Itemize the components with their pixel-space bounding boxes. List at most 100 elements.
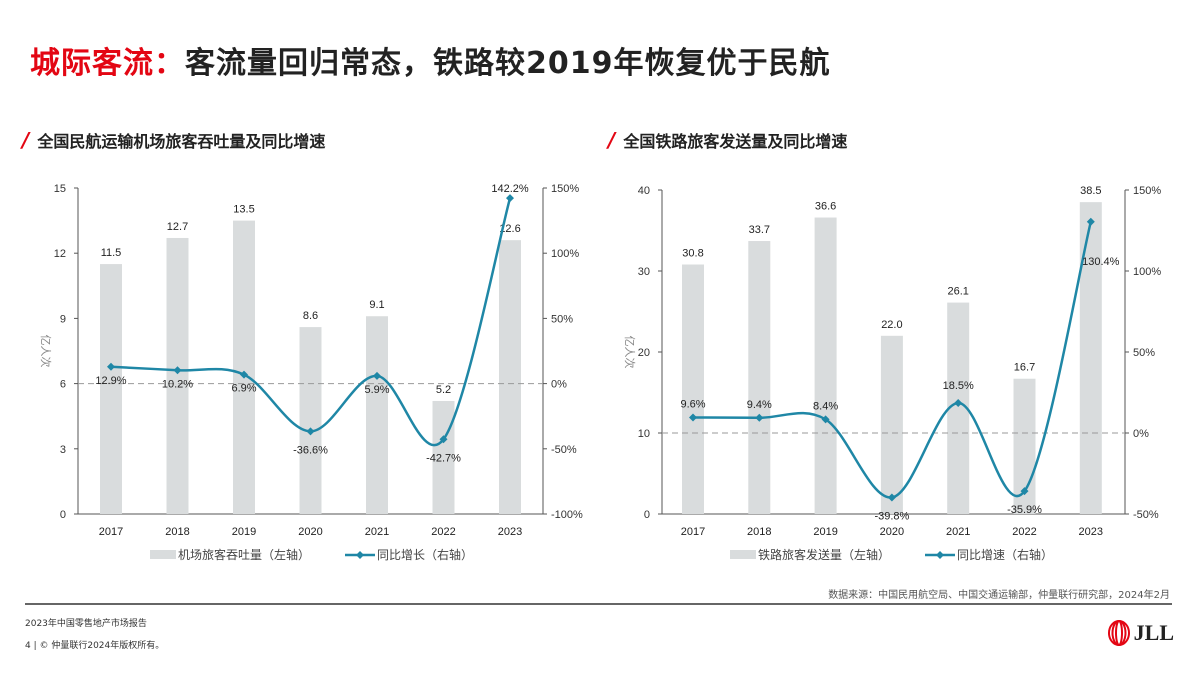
left-tick-label: 0 <box>60 509 66 521</box>
chart1-subtitle: / 全国民航运输机场旅客吞吐量及同比增速 <box>22 128 326 152</box>
right-tick-label: 100% <box>551 248 579 260</box>
jll-logo-icon <box>1107 620 1130 646</box>
copyright: 4 | © 仲量联行2024年版权所有。 <box>25 641 165 651</box>
growth-label: 10.2% <box>162 378 193 390</box>
legend-line-label: 同比增长（右轴） <box>377 547 473 562</box>
title-rest: 客流量回归常态，铁路较2019年恢复优于民航 <box>185 46 831 81</box>
legend-line-marker <box>936 551 944 559</box>
bar-label: 22.0 <box>881 319 902 331</box>
legend-bar-swatch <box>150 550 176 559</box>
growth-marker <box>173 366 182 375</box>
bar-label: 12.6 <box>499 223 520 235</box>
growth-label: 142.2% <box>491 183 529 195</box>
growth-label: 5.9% <box>364 384 389 396</box>
chart1-subtitle-text: 全国民航运输机场旅客吞吐量及同比增速 <box>37 132 326 151</box>
growth-marker <box>755 413 764 422</box>
growth-label: 130.4% <box>1082 256 1120 268</box>
legend-bar-swatch <box>730 550 756 559</box>
growth-marker <box>821 415 830 424</box>
x-tick-label: 2020 <box>880 526 904 538</box>
left-tick-label: 6 <box>60 379 66 391</box>
legend-line-marker <box>356 551 364 559</box>
bar-label: 36.6 <box>815 201 836 213</box>
bar-label: 30.8 <box>682 248 703 260</box>
x-tick-label: 2022 <box>1012 526 1036 538</box>
bar <box>947 302 970 514</box>
growth-marker <box>306 427 315 436</box>
legend-line-label: 同比增速（右轴） <box>957 547 1053 562</box>
x-tick-label: 2021 <box>946 526 970 538</box>
x-tick-label: 2019 <box>232 526 256 538</box>
left-tick-label: 0 <box>644 509 650 521</box>
growth-marker <box>954 399 963 408</box>
right-tick-label: 100% <box>1133 266 1161 278</box>
bar <box>299 327 322 514</box>
right-tick-label: 0% <box>1133 428 1149 440</box>
bar <box>1079 202 1102 514</box>
x-tick-label: 2017 <box>681 526 705 538</box>
bar <box>100 264 122 514</box>
growth-marker <box>107 362 115 371</box>
bar-label: 8.6 <box>303 310 318 322</box>
chart2-subtitle-text: 全国铁路旅客发送量及同比增速 <box>623 132 848 151</box>
bar-label: 13.5 <box>233 204 254 216</box>
report-name: 2023年中国零售地产市场报告 <box>25 619 147 629</box>
title-highlight: 城际客流： <box>30 46 185 81</box>
right-tick-label: 0% <box>551 379 567 391</box>
bar-label: 26.1 <box>947 286 968 298</box>
bar-label: 16.7 <box>1014 362 1035 374</box>
left-tick-label: 30 <box>638 266 650 278</box>
growth-marker <box>887 493 896 502</box>
bar <box>366 316 388 514</box>
left-tick-label: 15 <box>54 183 66 195</box>
right-tick-label: 50% <box>551 313 573 325</box>
bar <box>880 335 903 514</box>
growth-label: 9.4% <box>747 399 772 411</box>
y-axis-label: 亿人次 <box>623 336 637 369</box>
bar-label: 5.2 <box>436 384 451 396</box>
growth-label: 12.9% <box>95 375 126 387</box>
growth-marker <box>1086 217 1095 226</box>
data-source: 数据来源：中国民用航空局、中国交通运输部，仲量联行研究部，2024年2月 <box>828 590 1170 601</box>
left-tick-label: 20 <box>638 347 650 359</box>
jll-logo-text: JLL <box>1133 620 1174 645</box>
bar-label: 12.7 <box>167 221 188 233</box>
page-title: 城际客流：客流量回归常态，铁路较2019年恢复优于民航 <box>30 38 831 82</box>
growth-marker <box>506 194 514 203</box>
growth-marker <box>439 435 448 444</box>
growth-marker <box>1020 487 1029 496</box>
growth-label: 9.6% <box>680 398 705 410</box>
growth-label: 8.4% <box>813 400 838 412</box>
x-tick-label: 2018 <box>747 526 771 538</box>
y-axis-label: 亿人次 <box>39 335 53 368</box>
left-tick-label: 40 <box>638 185 650 197</box>
divider <box>25 603 1172 605</box>
bar <box>748 241 771 514</box>
growth-marker <box>373 371 381 380</box>
left-tick-label: 10 <box>638 428 650 440</box>
bar <box>233 220 255 514</box>
growth-label: 18.5% <box>943 380 974 392</box>
left-tick-label: 3 <box>60 444 66 456</box>
x-tick-label: 2023 <box>498 526 522 538</box>
left-tick-label: 12 <box>54 248 66 260</box>
right-tick-label: -50% <box>551 444 577 456</box>
growth-label: -36.6% <box>293 444 328 456</box>
bar <box>499 240 521 514</box>
bar-label: 38.5 <box>1080 185 1101 197</box>
right-tick-label: 150% <box>551 183 579 195</box>
legend-bar-label: 机场旅客吞吐量（左轴） <box>178 547 310 562</box>
right-tick-label: 50% <box>1133 347 1155 359</box>
growth-label: -42.7% <box>426 452 461 464</box>
bar-label: 33.7 <box>749 224 770 236</box>
growth-marker <box>689 413 697 422</box>
x-tick-label: 2020 <box>298 526 322 538</box>
x-tick-label: 2022 <box>431 526 455 538</box>
growth-label: 6.9% <box>231 383 256 395</box>
x-tick-label: 2018 <box>165 526 189 538</box>
x-tick-label: 2023 <box>1079 526 1103 538</box>
right-tick-label: -50% <box>1133 509 1159 521</box>
x-tick-label: 2021 <box>365 526 389 538</box>
growth-label: -35.9% <box>1007 504 1042 516</box>
